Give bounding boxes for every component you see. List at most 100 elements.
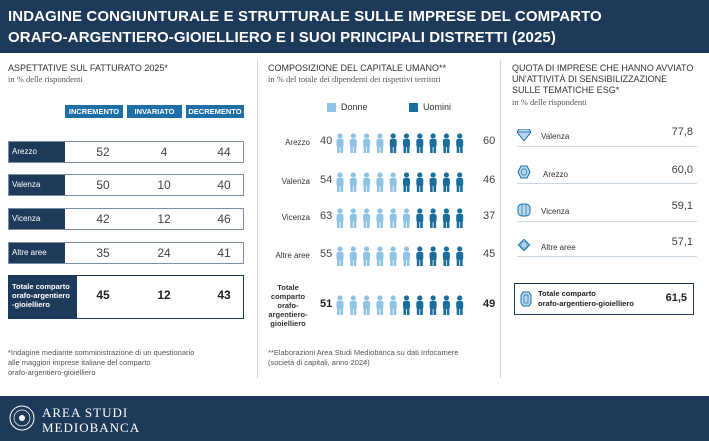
- esg-row-label: Valenza: [541, 132, 570, 141]
- person-donne-mark: [349, 208, 357, 228]
- row-divider: [517, 256, 697, 257]
- human-uomini-value: 46: [483, 174, 496, 186]
- right-section-title: QUOTA DI IMPRESE CHE HANNO AVVIATO UN'AT…: [512, 63, 693, 96]
- cell-decremento: 41: [217, 246, 231, 260]
- left-footnote: *Indagine mediante somministrazione di u…: [8, 348, 194, 378]
- human-uomini-value: 60: [483, 135, 496, 147]
- person-donne-mark: [376, 172, 384, 192]
- human-total-donne-value: 51: [320, 298, 333, 310]
- col-head-invariato: INVARIATO: [127, 105, 182, 118]
- cell-incremento: 52: [96, 145, 110, 159]
- total-decremento: 43: [217, 288, 231, 302]
- person-donne-mark: [389, 172, 397, 192]
- table-row: Valenza 50 10 40: [8, 174, 244, 196]
- gem-star-icon: [517, 238, 531, 252]
- row-label: Vicenza: [9, 209, 65, 229]
- person-donne-mark: [363, 246, 371, 266]
- person-donne-mark: [349, 295, 357, 315]
- footnote-line: orafo-argentiero-gioielliero: [8, 368, 96, 377]
- person-donne-mark: [363, 295, 371, 315]
- person-donne-mark: [349, 172, 357, 192]
- cell-invariato: 4: [160, 145, 168, 159]
- total-label-line: argentiero-: [268, 310, 308, 319]
- section-divider: [500, 60, 501, 378]
- person-uomini-mark: [442, 208, 450, 228]
- table-total-row: Totale comparto orafo-argentiero -gioiel…: [8, 275, 244, 319]
- person-uomini-mark: [456, 133, 464, 153]
- person-uomini-mark: [429, 172, 437, 192]
- person-donne-mark: [389, 295, 397, 315]
- row-label: Valenza: [9, 175, 65, 195]
- section-divider: [257, 60, 258, 378]
- legend-label-donne: Donne: [341, 102, 368, 112]
- person-uomini-mark: [442, 133, 450, 153]
- footnote-line: alle maggiori imprese italiane del compa…: [8, 358, 151, 367]
- human-uomini-value: 45: [483, 248, 496, 260]
- person-uomini-mark: [429, 246, 437, 266]
- human-row-label: Arezzo: [285, 138, 310, 147]
- person-uomini-mark: [456, 208, 464, 228]
- person-uomini-mark: [429, 295, 437, 315]
- person-donne-mark: [336, 133, 344, 153]
- total-label-line: orafo-argentiero-gioielliero: [538, 299, 634, 308]
- footnote-line: **Elaborazioni Area Studi Mediobanca su …: [268, 348, 459, 357]
- person-uomini-mark: [456, 246, 464, 266]
- cell-decremento: 44: [217, 145, 231, 159]
- person-donne-mark: [336, 208, 344, 228]
- person-uomini-mark: [416, 133, 424, 153]
- human-total-label: Totale comparto orafo- argentiero- gioie…: [264, 283, 312, 328]
- cell-incremento: 35: [96, 246, 110, 260]
- person-uomini-mark: [403, 133, 410, 153]
- title-line: QUOTA DI IMPRESE CHE HANNO AVVIATO: [512, 63, 694, 73]
- total-label-line: Totale: [277, 283, 299, 292]
- gem-hexagon-icon: [517, 165, 531, 179]
- esg-total-label: Totale comparto orafo-argentiero-gioiell…: [538, 289, 634, 309]
- person-donne-mark: [363, 133, 371, 153]
- footnote-line: (società di capitali, anno 2024): [268, 358, 370, 367]
- person-uomini-mark: [442, 172, 450, 192]
- mediobanca-seal-icon: [9, 405, 35, 431]
- person-donne-mark: [349, 246, 357, 266]
- person-uomini-mark: [416, 295, 424, 315]
- right-section-subtitle: in % delle rispondenti: [512, 97, 587, 107]
- person-donne-mark: [349, 133, 357, 153]
- human-row-label: Vicenza: [281, 213, 310, 222]
- total-invariato: 12: [157, 288, 171, 302]
- middle-section-subtitle: in % del totale dei dipendenti dei rispe…: [268, 74, 441, 84]
- person-uomini-mark: [403, 172, 410, 192]
- person-donne-mark: [363, 208, 371, 228]
- total-incremento: 45: [96, 288, 110, 302]
- person-donne-mark: [336, 246, 344, 266]
- footer-brand-line2: MEDIOBANCA: [42, 420, 141, 435]
- cell-invariato: 10: [157, 178, 171, 192]
- human-row-label: Valenza: [281, 177, 310, 186]
- total-label-line: Totale comparto: [538, 289, 596, 298]
- person-donne-mark: [376, 133, 384, 153]
- cell-decremento: 40: [217, 178, 231, 192]
- person-uomini-mark: [429, 133, 437, 153]
- esg-row-value: 77,8: [671, 126, 693, 138]
- title-line: SULLE TEMATICHE ESG*: [512, 85, 620, 95]
- person-donne-mark: [403, 246, 410, 266]
- cell-decremento: 46: [217, 212, 231, 226]
- esg-total-row: Totale comparto orafo-argentiero-gioiell…: [514, 283, 694, 315]
- esg-row-label: Arezzo: [543, 170, 568, 179]
- person-donne-mark: [363, 172, 371, 192]
- esg-row-label: Altre aree: [541, 243, 576, 252]
- human-donne-value: 55: [320, 248, 333, 260]
- person-uomini-mark: [442, 246, 450, 266]
- person-donne-mark: [336, 295, 344, 315]
- person-donne-mark: [376, 246, 384, 266]
- footnote-line: *Indagine mediante somministrazione di u…: [8, 348, 195, 357]
- person-uomini-mark: [456, 295, 464, 315]
- left-section-title: ASPETTATIVE SUL FATTURATO 2025*: [8, 63, 168, 73]
- row-divider: [517, 221, 697, 222]
- row-divider: [517, 183, 697, 184]
- table-row: Altre aree 35 24 41: [8, 242, 244, 264]
- person-uomini-mark: [456, 172, 464, 192]
- person-donne-mark: [376, 208, 384, 228]
- total-row-label: Totale comparto orafo-argentiero -gioiel…: [9, 276, 77, 318]
- footer-brand-line1: AREA STUDI: [42, 405, 129, 420]
- table-row: Vicenza 42 12 46: [8, 208, 244, 230]
- gem-round-icon: [517, 203, 531, 217]
